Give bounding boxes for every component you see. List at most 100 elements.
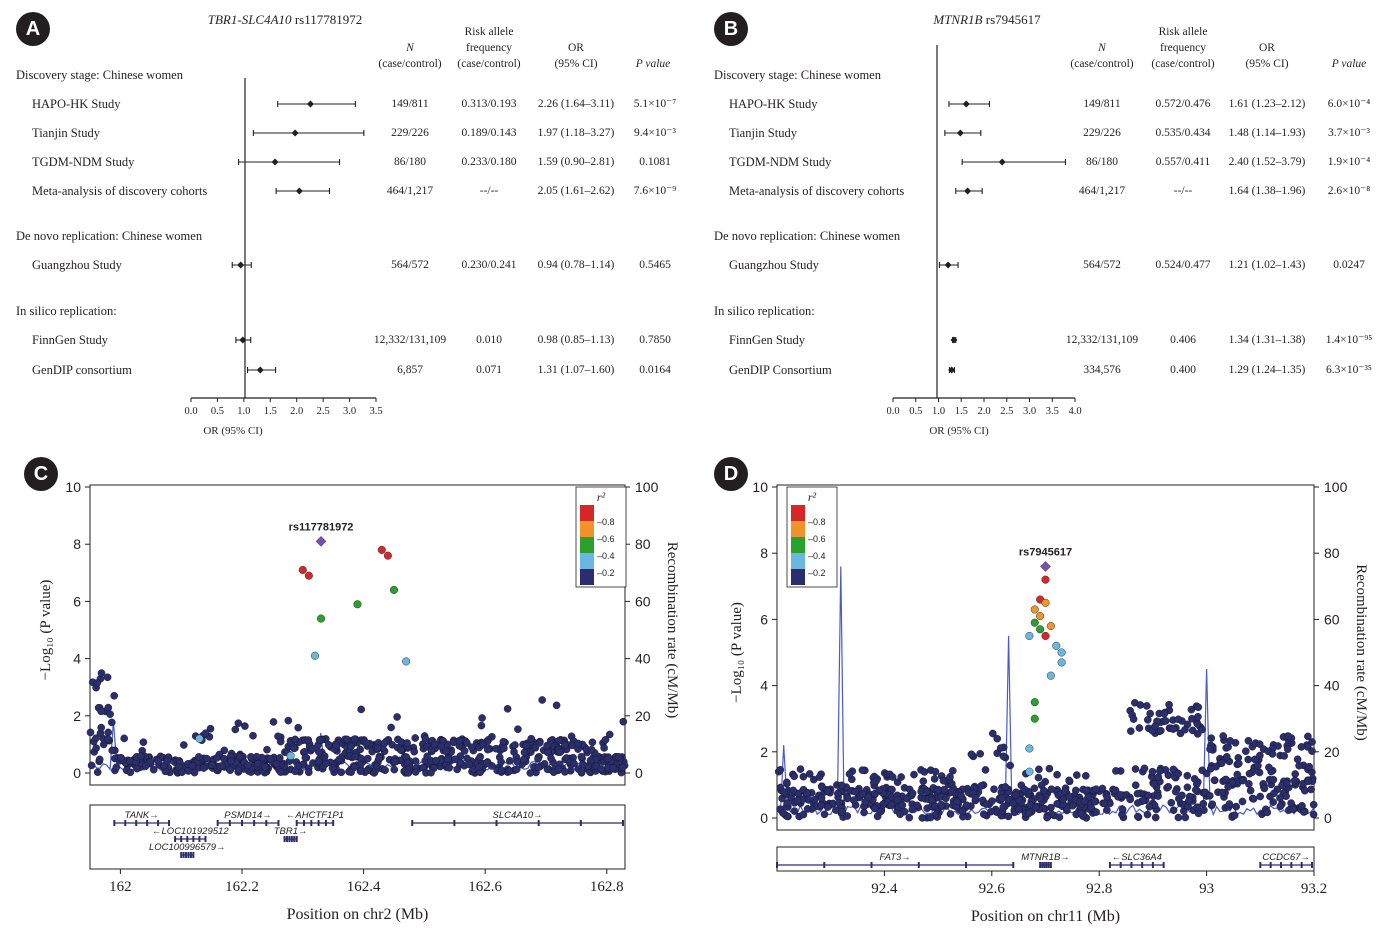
snp-point (1140, 764, 1149, 773)
snp-point (597, 765, 605, 774)
snp-point (570, 759, 578, 768)
snp-point (219, 754, 228, 763)
exon (1130, 862, 1133, 868)
snp-point (1165, 700, 1173, 709)
exon (1162, 862, 1165, 868)
snp-point (1287, 799, 1295, 807)
snp-point (477, 721, 486, 730)
snp-point (981, 766, 990, 774)
snp-point (887, 801, 896, 810)
snp-point (1301, 786, 1309, 795)
r2-legend-title: r² (808, 490, 817, 504)
snp-point (478, 714, 486, 722)
forest-plot-b: MTNR1B rs7945617 N (case/control) Risk a… (714, 12, 1372, 437)
snp-point (977, 782, 986, 790)
y2-tick-label: 0 (1324, 810, 1332, 826)
snp-point (860, 808, 868, 817)
snp-point (294, 723, 303, 732)
snp-point (117, 753, 125, 762)
snp-point (1059, 795, 1068, 804)
snp-point (1103, 793, 1112, 802)
lead-snp-marker (1040, 561, 1051, 572)
snp-point (1245, 769, 1254, 778)
snp-point (957, 791, 965, 800)
snp-point (512, 765, 521, 774)
or-ci-value: 1.61 (1.23–2.12) (1229, 98, 1306, 110)
exon (204, 836, 207, 842)
snp-point (106, 710, 114, 719)
snp-point (1001, 783, 1010, 791)
snp-point (1055, 813, 1064, 822)
snp-point (1254, 761, 1262, 770)
snp-point (988, 729, 997, 738)
snp-point (483, 745, 492, 754)
snp-point (226, 766, 234, 775)
snp-point (546, 736, 555, 745)
snp-point (586, 756, 595, 765)
snp-point (1232, 802, 1241, 811)
r2-legend-level: –0.8 (808, 517, 826, 527)
snp-point (1198, 766, 1207, 775)
snp-point (291, 735, 299, 744)
snp-point (511, 741, 519, 749)
snp-point (92, 734, 100, 743)
snp-point (97, 707, 105, 716)
x-tick-label: 92.6 (979, 881, 1006, 897)
snp-point (427, 745, 436, 754)
exon (192, 852, 195, 858)
snp-point (332, 741, 341, 750)
snp-point (1190, 774, 1199, 783)
snp-point (1309, 810, 1318, 819)
snp-point (942, 794, 950, 803)
r2-legend-title: r² (597, 490, 606, 504)
raf-value: 0.524/0.477 (1156, 259, 1211, 271)
exon (187, 852, 190, 858)
x-tick-label: 1.0 (237, 406, 250, 417)
snp-point (1039, 786, 1048, 795)
snp-point (1242, 747, 1250, 756)
snp-point (356, 745, 365, 754)
snp-point (1011, 791, 1020, 800)
snp-point (947, 787, 956, 796)
snp-point-ld (1041, 598, 1050, 607)
exon (135, 820, 138, 826)
snp-point (1133, 799, 1142, 807)
header-raf3: (case/control) (457, 58, 520, 70)
snp-point (479, 740, 487, 749)
x-tick-label: 93.2 (1301, 881, 1327, 897)
exon (174, 836, 177, 842)
x-tick-label: 162.8 (590, 879, 624, 895)
snp-point (1218, 788, 1226, 797)
header-raf1: Risk allele (1159, 26, 1208, 38)
y-tick-label: 10 (752, 479, 768, 495)
snp-point (783, 799, 791, 808)
p-value: 0.0247 (1333, 259, 1365, 271)
snp-point (304, 736, 313, 744)
snp-point-ld (304, 571, 313, 580)
snp-point (999, 752, 1008, 761)
snp-point (266, 754, 275, 763)
snp-point (112, 763, 121, 772)
x-tick-label: 0.5 (909, 406, 922, 417)
snp-point (531, 743, 540, 752)
snp-point (456, 758, 465, 767)
snp-point (93, 679, 101, 687)
snp-point (843, 794, 852, 803)
n-value: 464/1,217 (1079, 185, 1126, 197)
snp-point (519, 755, 528, 764)
p-value: 6.3×10⁻³⁵ (1326, 364, 1372, 376)
exon (293, 836, 296, 842)
snp-point (1226, 737, 1235, 745)
exon (182, 852, 185, 858)
snp-point (993, 734, 1002, 743)
snp-point (149, 765, 158, 774)
n-value: 464/1,217 (387, 185, 434, 197)
study-label: Meta-analysis of discovery cohorts (32, 184, 207, 198)
snp-point (1143, 810, 1152, 819)
header-n-sub: (case/control) (378, 58, 441, 70)
snp-point (206, 724, 215, 733)
or-ci-value: 1.48 (1.14–1.93) (1229, 127, 1306, 139)
snp-point (465, 760, 474, 769)
exon (253, 820, 256, 826)
exon (1279, 862, 1282, 868)
